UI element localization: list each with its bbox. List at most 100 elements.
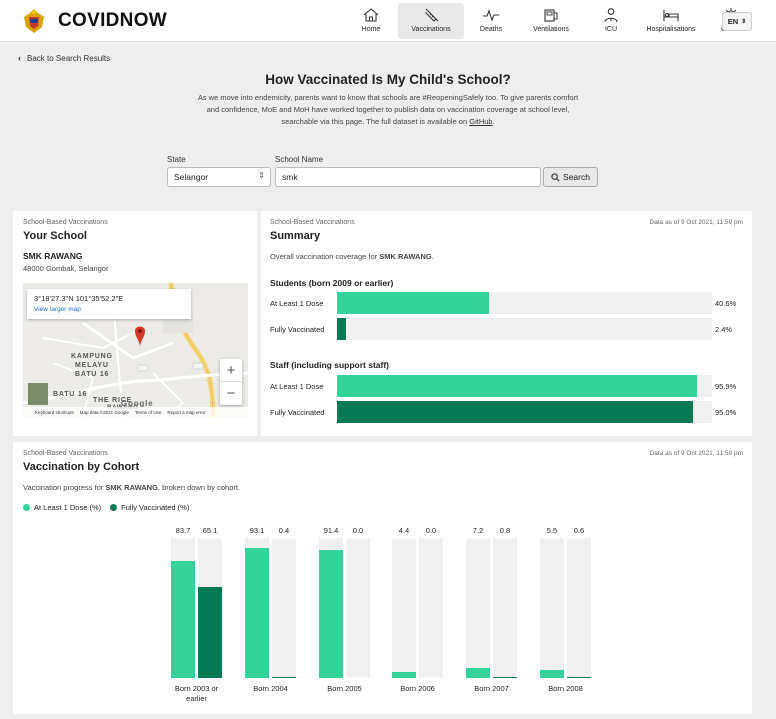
school-name-label: School Name bbox=[275, 155, 324, 164]
cohort-value-label: 65.1 bbox=[202, 526, 218, 535]
brand-name[interactable]: COVIDNOW bbox=[58, 10, 168, 31]
students-full-bar bbox=[337, 318, 346, 340]
students-dose1-track bbox=[337, 292, 712, 314]
cohort-category-label: Born 2006 bbox=[400, 684, 435, 693]
cohort-bar-track bbox=[319, 538, 343, 678]
nav-label: ICU bbox=[604, 26, 618, 33]
cohort-bar-full[interactable] bbox=[493, 676, 517, 678]
summary-card: School-Based Vaccinations Data as of 9 O… bbox=[261, 211, 752, 436]
map-footer-link[interactable]: Terms of Use bbox=[134, 409, 162, 415]
school-map[interactable]: KAMPUNG MELAYU BATU 16 BATU 16 THE RICE … bbox=[23, 283, 248, 417]
staff-dose1-bar bbox=[337, 375, 697, 397]
card-kicker: School-Based Vaccinations bbox=[23, 450, 108, 457]
cohort-bar-dose1[interactable] bbox=[392, 671, 416, 678]
cohort-value-label: 93.1 bbox=[249, 526, 265, 535]
school-name-input[interactable] bbox=[275, 167, 541, 187]
bar-percent: 95.0% bbox=[715, 408, 737, 417]
cohort-description: Vaccination progress for SMK RAWANG, bro… bbox=[23, 483, 240, 492]
language-value: EN bbox=[727, 17, 739, 26]
desc-prefix: Vaccination progress for bbox=[23, 483, 106, 492]
nav-hospitalisations[interactable]: Hospitalisations bbox=[638, 3, 704, 39]
cohort-bar-full[interactable] bbox=[567, 677, 591, 678]
cohort-bar-track bbox=[419, 538, 443, 678]
map-place-label: THE RICE bbox=[93, 397, 133, 404]
data-as-of: Data as of 9 Oct 2021, 11:59 pm bbox=[649, 219, 743, 226]
students-heading: Students (born 2009 or earlier) bbox=[270, 278, 394, 288]
map-place-label: MELAYU bbox=[75, 362, 109, 369]
zoom-out-button[interactable]: − bbox=[226, 385, 236, 402]
search-icon bbox=[551, 172, 560, 182]
zoom-in-button[interactable]: + bbox=[220, 359, 242, 382]
nav-label: Hospitalisations bbox=[646, 26, 696, 33]
cohort-bar-dose1[interactable] bbox=[171, 560, 195, 678]
school-name: SMK RAWANG bbox=[23, 251, 83, 261]
cohort-bar-dose1[interactable] bbox=[245, 547, 269, 678]
intro-end: . bbox=[492, 117, 495, 126]
map-footer-link[interactable]: Keyboard shortcuts bbox=[35, 409, 74, 415]
back-link-label: Back to Search Results bbox=[27, 53, 111, 63]
cohort-bar-dose1[interactable] bbox=[466, 667, 490, 678]
cohort-value-label: 0.0 bbox=[425, 526, 437, 535]
intro-text: As we move into endemicity, parents want… bbox=[196, 92, 580, 128]
bar-label: Fully Vaccinated bbox=[270, 408, 325, 417]
desc-suffix: . bbox=[431, 252, 434, 261]
bar-percent: 40.6% bbox=[715, 299, 737, 308]
nav-icu[interactable]: ICU bbox=[584, 3, 638, 39]
card-kicker: School-Based Vaccinations bbox=[23, 219, 108, 226]
map-place-label: BATU 16 bbox=[53, 391, 88, 398]
staff-dose1-track bbox=[337, 375, 712, 397]
nav-label: Vaccinations bbox=[411, 26, 451, 33]
malaysia-crest-icon[interactable] bbox=[20, 7, 48, 35]
view-larger-map-link[interactable]: View larger map bbox=[34, 306, 81, 313]
nav-label: Deaths bbox=[479, 26, 503, 33]
bar-label: At Least 1 Dose bbox=[270, 299, 324, 308]
cohort-bar-full[interactable] bbox=[198, 586, 222, 678]
cohort-bar-track bbox=[466, 538, 490, 678]
nav-home[interactable]: Home bbox=[344, 3, 398, 39]
cohort-card: School-Based Vaccinations Data as of 9 O… bbox=[13, 442, 752, 714]
cohort-bar-full[interactable] bbox=[272, 677, 296, 678]
pulse-icon bbox=[483, 9, 499, 22]
map-place-label: KAMPUNG bbox=[71, 353, 113, 360]
chart-legend: At Least 1 Dose (%) Fully Vaccinated (%) bbox=[23, 503, 189, 512]
desc-school: SMK RAWANG bbox=[105, 483, 158, 492]
github-link[interactable]: GitHub bbox=[469, 117, 493, 126]
map-info-popup: 3°18'27.3"N 101°35'52.2"E View larger ma… bbox=[27, 289, 191, 319]
chevron-left-icon: ‹ bbox=[18, 53, 21, 63]
hospital-bed-icon bbox=[663, 10, 679, 21]
legend-label-dose1: At Least 1 Dose (%) bbox=[34, 503, 102, 512]
map-zoom-control: + − bbox=[220, 359, 242, 405]
back-to-search-link[interactable]: ‹ Back to Search Results bbox=[18, 53, 110, 63]
bar-label: Fully Vaccinated bbox=[270, 325, 325, 334]
cohort-bar-dose1[interactable] bbox=[319, 550, 343, 678]
staff-heading: Staff (including support staff) bbox=[270, 360, 389, 370]
desc-school: SMK RAWANG bbox=[379, 252, 432, 261]
google-logo: Google bbox=[121, 399, 154, 408]
staff-full-track bbox=[337, 401, 712, 423]
legend-label-full: Fully Vaccinated (%) bbox=[121, 503, 190, 512]
search-button-label: Search bbox=[563, 172, 590, 182]
summary-description: Overall vaccination coverage for SMK RAW… bbox=[270, 252, 434, 261]
language-select[interactable]: EN ⇕ bbox=[722, 12, 752, 31]
map-footer-link[interactable]: Report a map error bbox=[167, 409, 206, 415]
nav-ventilations[interactable]: Ventilations bbox=[518, 3, 584, 39]
cohort-bar-dose1[interactable] bbox=[540, 670, 564, 678]
nav-label: Ventilations bbox=[533, 26, 569, 33]
data-as-of: Data as of 9 Oct 2021, 11:59 pm bbox=[649, 450, 743, 457]
legend-dot-dose1 bbox=[23, 504, 30, 511]
desc-prefix: Overall vaccination coverage for bbox=[270, 252, 380, 261]
search-button[interactable]: Search bbox=[543, 167, 598, 187]
card-title: Summary bbox=[270, 230, 321, 242]
cohort-value-label: 0.4 bbox=[278, 526, 290, 535]
state-label: State bbox=[167, 155, 186, 164]
nav-vaccinations[interactable]: Vaccinations bbox=[398, 3, 464, 39]
nav-deaths[interactable]: Deaths bbox=[464, 3, 518, 39]
main-nav: Home Vaccinations Deaths Ventilations IC… bbox=[344, 3, 758, 39]
map-footer-text: Map data ©2021 Google bbox=[79, 409, 129, 415]
state-select[interactable]: Selangor ⇕ bbox=[167, 167, 271, 187]
card-title: Your School bbox=[23, 230, 87, 242]
students-dose1-bar bbox=[337, 292, 490, 314]
cohort-value-label: 91.4 bbox=[323, 526, 339, 535]
syringe-icon bbox=[425, 8, 439, 22]
cohort-value-label: 0.6 bbox=[573, 526, 585, 535]
